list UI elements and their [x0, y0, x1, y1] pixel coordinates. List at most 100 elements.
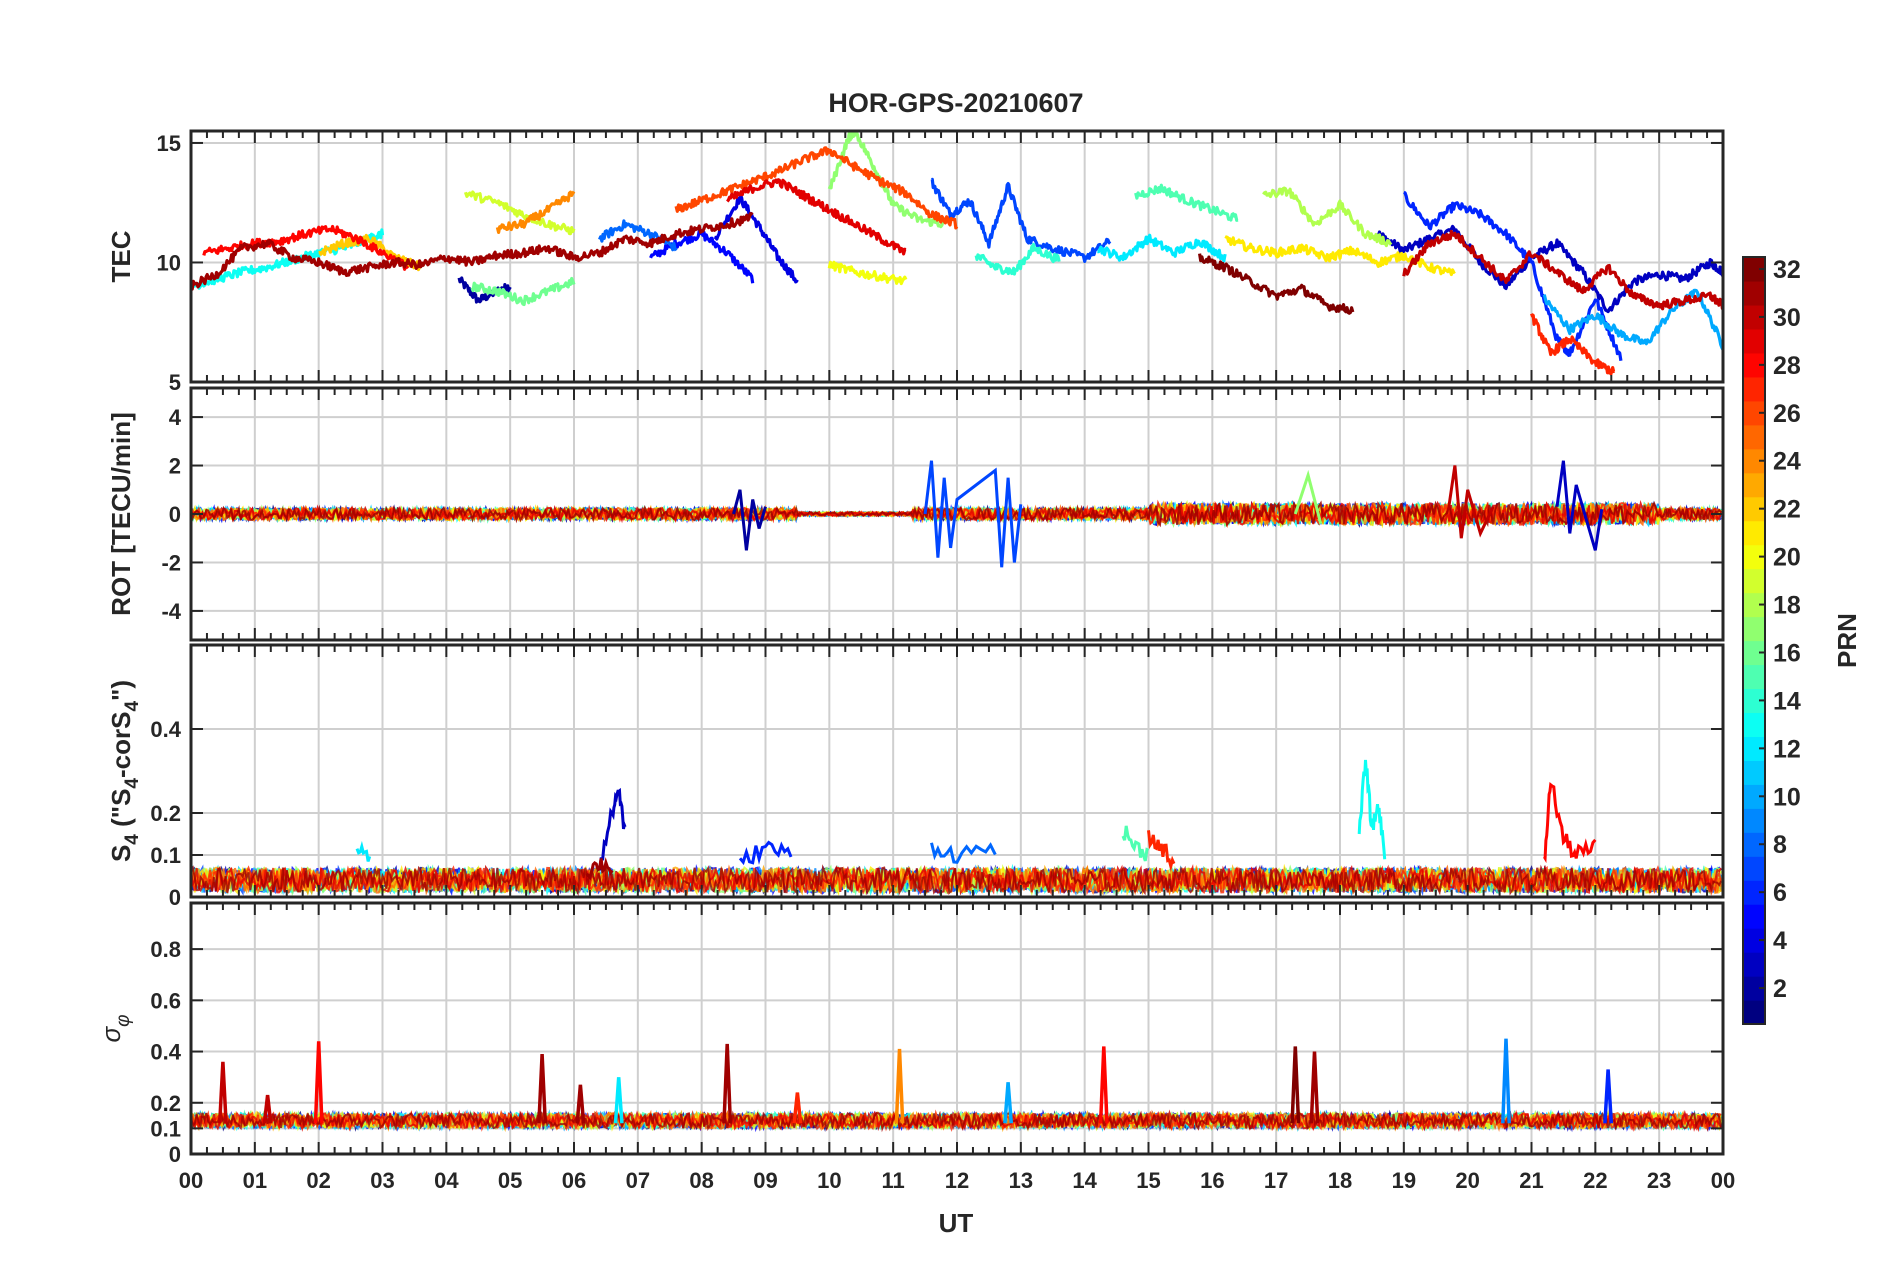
colorbar-tick-label: 32	[1773, 256, 1801, 284]
colorbar-tick-label: 20	[1773, 544, 1801, 572]
colorbar-tick-label: 18	[1773, 592, 1801, 620]
x-tick-label: 10	[817, 1168, 841, 1193]
colorbar-segment	[1743, 952, 1765, 977]
x-tick-label: 18	[1328, 1168, 1352, 1193]
chart-title: HOR-GPS-20210607	[828, 88, 1083, 118]
y-axis-label-part: σ	[96, 1026, 126, 1043]
y-axis-label-part: -corS	[106, 712, 136, 778]
colorbar-segment	[1743, 472, 1765, 498]
panel-tec-plot	[191, 131, 1723, 376]
y-axis-label-part: S	[106, 845, 136, 862]
colorbar-tick-label: 22	[1773, 496, 1801, 524]
colorbar-tick-label: 30	[1773, 304, 1801, 332]
x-tick-label: 20	[1455, 1168, 1479, 1193]
colorbar-segment	[1743, 352, 1765, 378]
rot-series-line	[923, 460, 1023, 568]
y-tick-label: -4	[161, 599, 181, 624]
tec-series-line	[827, 260, 908, 286]
tec-series-line	[1198, 253, 1355, 315]
colorbar-tick-label: 24	[1773, 448, 1801, 476]
colorbar-segment	[1743, 976, 1765, 1001]
y-tick-label: 10	[157, 250, 181, 275]
colorbar-segment	[1743, 280, 1765, 306]
sigma-spike	[1309, 1051, 1320, 1124]
panel-sigma: 00.10.2 0.4 0.6 0.8 σφ	[96, 901, 1725, 1167]
colorbar-segment	[1743, 1000, 1765, 1025]
tec-series-line	[470, 276, 576, 307]
colorbar-segment	[1743, 376, 1765, 402]
colorbar-tick-label: 12	[1773, 735, 1801, 763]
tec-series-line	[674, 146, 959, 230]
colorbar-segment	[1743, 400, 1765, 426]
y-tick-label: 0.2	[150, 801, 181, 826]
x-tick-label: 00	[1711, 1168, 1735, 1193]
colorbar-segment	[1743, 304, 1765, 330]
x-tick-label: 11	[882, 1168, 905, 1193]
colorbar-tick-label: 2	[1773, 975, 1787, 1003]
panel-tec-frame	[189, 129, 1725, 384]
x-tick-label: 19	[1392, 1168, 1416, 1193]
sigma-spike	[1501, 1038, 1511, 1124]
tec-series-line	[827, 131, 946, 229]
s4-series-line	[585, 857, 614, 881]
tec-series-line	[713, 194, 799, 284]
panel-s4: 00.10.20.4S4 ("S4-corS4")	[106, 643, 1725, 910]
colorbar-segment	[1743, 688, 1765, 714]
y-tick-label: 15	[157, 131, 181, 156]
tec-series-line	[726, 178, 907, 256]
sigma-spike	[1098, 1046, 1109, 1124]
x-tick-label: 08	[689, 1168, 713, 1193]
colorbar-label: PRN	[1832, 613, 1862, 668]
colorbar-segment	[1743, 664, 1765, 690]
y-axis-label-part: 4	[122, 778, 143, 789]
tec-series-line	[1530, 313, 1616, 376]
sigma-spike	[1603, 1069, 1614, 1124]
y-tick-label: 2	[169, 454, 181, 479]
colorbar-segment	[1743, 712, 1765, 737]
y-tick-label: 0	[169, 1142, 181, 1167]
y-tick-label: 0.1	[150, 843, 181, 868]
tec-series-line	[1402, 229, 1723, 311]
panel-sigma-frame	[189, 901, 1725, 1156]
colorbar-tick-label: 26	[1773, 400, 1801, 428]
panel-s4-frame	[189, 643, 1725, 899]
colorbar-segment	[1743, 832, 1765, 857]
s4-series-line	[1121, 825, 1150, 862]
y-tick-label: -2	[161, 550, 181, 575]
colorbar-frame	[1742, 256, 1766, 1025]
colorbar-segment	[1743, 880, 1765, 905]
colorbar-segment	[1743, 328, 1765, 354]
x-tick-label: 00	[179, 1168, 203, 1193]
tec-series-line	[318, 233, 422, 272]
tec-series-line	[463, 190, 576, 236]
tec-series-line	[495, 190, 576, 234]
x-tick-label: 04	[434, 1168, 459, 1193]
y-axis-label-tec: TEC	[106, 230, 136, 282]
sigma-spike	[217, 1061, 228, 1124]
sigma-spike	[722, 1043, 733, 1124]
sigma-spike	[313, 1041, 324, 1124]
colorbar-tick-label: 14	[1773, 687, 1801, 715]
y-axis-label-rot: ROT [TECU/min]	[106, 412, 136, 616]
colorbar-segment	[1743, 640, 1765, 666]
panel-rot: -4 -2 0 2 4 ROT [TECU/min]	[106, 386, 1725, 642]
x-tick-label: 22	[1583, 1168, 1607, 1193]
colorbar-segment	[1743, 496, 1765, 522]
x-tick-label: 13	[1009, 1168, 1033, 1193]
panel-rot-plot	[191, 460, 1723, 568]
sigma-noise-line	[191, 1109, 1723, 1133]
panel-sigma-plot	[191, 1038, 1723, 1133]
panel-rot-frame	[189, 386, 1725, 642]
x-axis-label: UT	[939, 1208, 974, 1238]
y-tick-label: 0.2	[150, 1091, 181, 1116]
s4-series-line	[738, 840, 793, 866]
y-axis-label-part: ("S	[106, 789, 136, 835]
y-axis-label-part: 4	[122, 834, 143, 845]
colorbar-segment	[1743, 592, 1765, 618]
sigma-spike	[262, 1094, 273, 1124]
sigma-spike	[537, 1054, 548, 1124]
x-tick-label: 16	[1200, 1168, 1224, 1193]
x-tick-label: 05	[498, 1168, 522, 1193]
